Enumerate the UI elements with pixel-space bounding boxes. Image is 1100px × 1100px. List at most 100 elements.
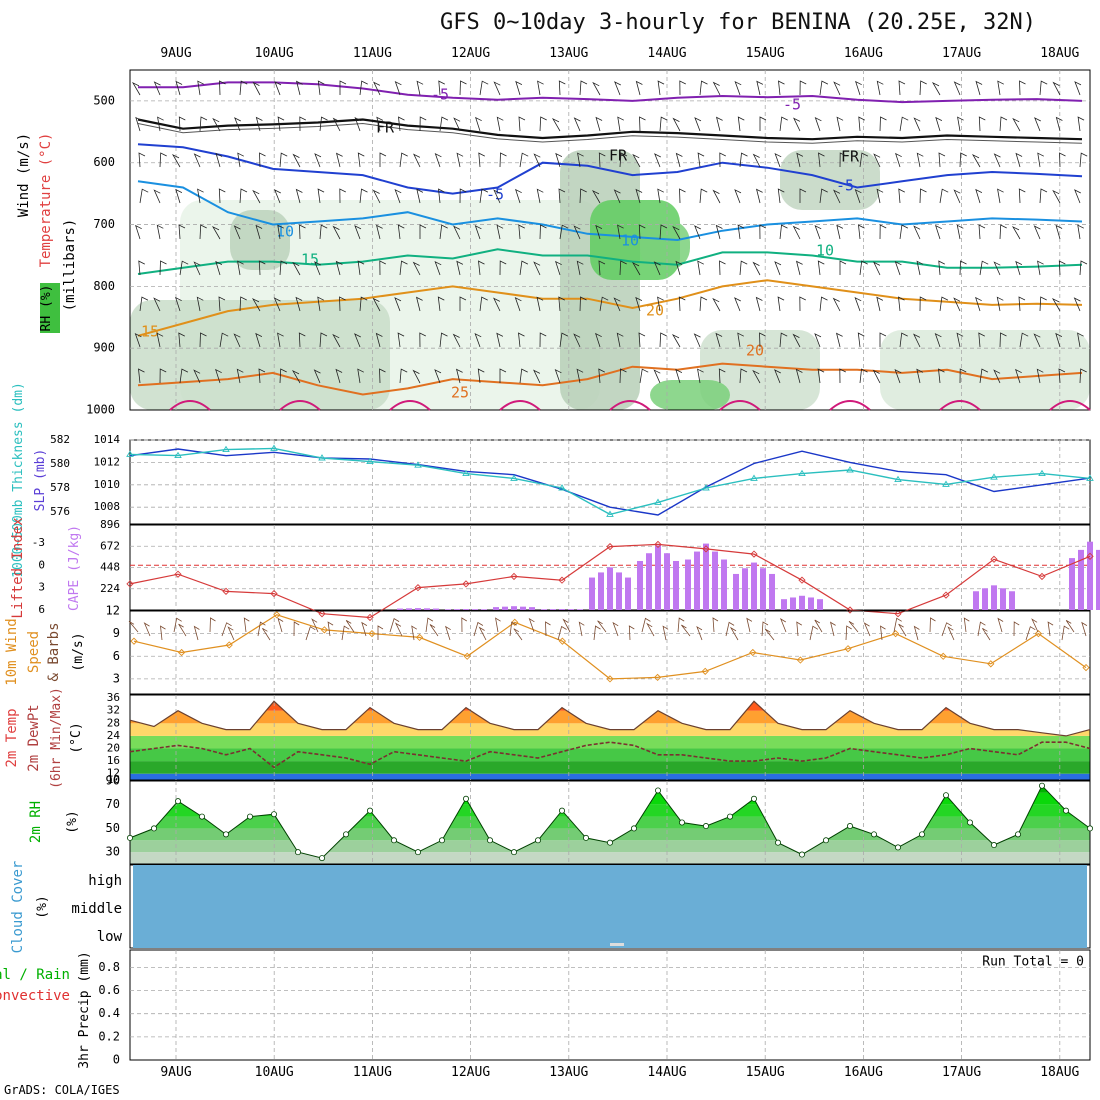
wind-barb: [493, 81, 501, 96]
wind-barb: [279, 260, 288, 276]
wind-barb: [993, 261, 1001, 276]
wind-barb: [178, 224, 186, 240]
data-point: [414, 461, 422, 468]
wind-point: [796, 656, 805, 664]
wind-barb: [712, 297, 721, 312]
wind-barb: [336, 152, 343, 168]
wind-barb: [495, 617, 501, 633]
wind-barb: [848, 620, 859, 633]
wind-barb: [173, 617, 182, 633]
wind-barb: [1036, 368, 1044, 384]
isotherm-line: [609, 400, 651, 411]
wind-barb: [434, 260, 442, 276]
data-point: [846, 466, 854, 473]
temp-frame: [129, 694, 1091, 781]
wind-barb: [598, 368, 605, 384]
wind-barb: [292, 261, 301, 276]
wind-barb: [219, 80, 226, 96]
rh-point: [991, 842, 998, 849]
wind-barb: [654, 153, 661, 168]
data-point: [798, 469, 806, 477]
wind-barb: [681, 624, 691, 637]
wind-barb: [197, 80, 204, 96]
wind-barb: [719, 260, 726, 276]
data-point: [654, 498, 662, 505]
cape-bar: [493, 607, 499, 610]
wind-barb: [836, 224, 844, 240]
wind-barb: [619, 152, 628, 168]
wind-point: [130, 637, 138, 645]
rh-shade: [700, 330, 820, 410]
li-point: [654, 540, 662, 549]
cape-bar: [589, 577, 595, 610]
rh-point: [270, 811, 277, 818]
wind-barb: [496, 224, 504, 240]
wind-barb: [514, 297, 522, 312]
wind-barb: [879, 332, 887, 347]
data-point: [366, 457, 374, 465]
cape-bar: [1096, 549, 1100, 610]
wind-axis-label: 10m Wind: [4, 618, 20, 685]
rh-point: [414, 849, 421, 856]
wind-barb: [956, 332, 964, 348]
wind-barb: [399, 152, 408, 168]
wind-barb: [975, 188, 983, 204]
wind-barb: [332, 117, 341, 132]
wind-barb: [978, 332, 985, 348]
cape-bar: [760, 568, 766, 610]
wind-barb: [953, 81, 961, 96]
rh2m-panel: 90 70 50 30 2m RH (%): [28, 774, 1094, 865]
wind-barb: [931, 81, 941, 96]
wind-barb: [233, 333, 241, 348]
wind-barb: [814, 117, 822, 132]
wind-barb: [319, 224, 328, 240]
wind-barb: [1037, 152, 1044, 168]
wind-barb: [559, 332, 569, 348]
wind-barb: [193, 369, 201, 384]
wind-barb: [459, 188, 467, 204]
data-point: [222, 445, 230, 453]
top-date-axis: 9AUG 10AUG 11AUG 12AUG 13AUG 14AUG 15AUG 16AUG 1…: [160, 46, 1079, 61]
wind-barb: [598, 260, 606, 276]
credit-label: GrADS: COLA/IGES: [4, 1083, 120, 1097]
cloud-mark: [610, 943, 624, 946]
temp-tick: 32: [107, 704, 120, 717]
temp-unit-label: (°C): [69, 722, 84, 753]
wind-barb: [599, 296, 609, 312]
wind-barb: [898, 623, 907, 637]
cape-tick: 896: [100, 518, 120, 531]
run-total-label: Run Total = 0: [982, 955, 1084, 970]
li-point: [558, 576, 566, 584]
wind-barb: [211, 225, 221, 240]
wind-barb: [475, 116, 482, 132]
temp-tick: 16: [107, 754, 120, 767]
wind-point: [225, 641, 233, 649]
rh-point: [1063, 807, 1070, 814]
data-point: [558, 484, 566, 491]
wind-barb: [539, 116, 547, 132]
wind-barb: [573, 225, 581, 240]
rh-point: [1015, 831, 1022, 838]
thickness-tick: 582: [50, 433, 70, 446]
li-point: [606, 542, 614, 551]
wind-point: [177, 648, 186, 657]
cloud-cover-area: [133, 865, 1087, 948]
wind-barb: [659, 224, 668, 240]
wind-point: [653, 673, 662, 682]
precip-tick: 0.2: [98, 1029, 120, 1043]
wind-barb: [1015, 368, 1022, 384]
cape-bar: [481, 609, 487, 610]
wind-barb: [779, 618, 787, 633]
wind-barb: [982, 627, 991, 641]
date-label-bottom: 14AUG: [647, 1065, 686, 1080]
wind-barb: [354, 333, 361, 348]
wind-barb: [379, 260, 386, 276]
date-label-top: 11AUG: [353, 46, 392, 61]
rh-point: [510, 849, 517, 856]
wind-barb: [739, 152, 748, 168]
wind-barb: [752, 261, 761, 276]
contour-label: 25: [451, 384, 469, 402]
wind-barb: [997, 188, 1004, 204]
rh2m-unit-label: (%): [65, 810, 80, 833]
li-point: [702, 545, 710, 553]
